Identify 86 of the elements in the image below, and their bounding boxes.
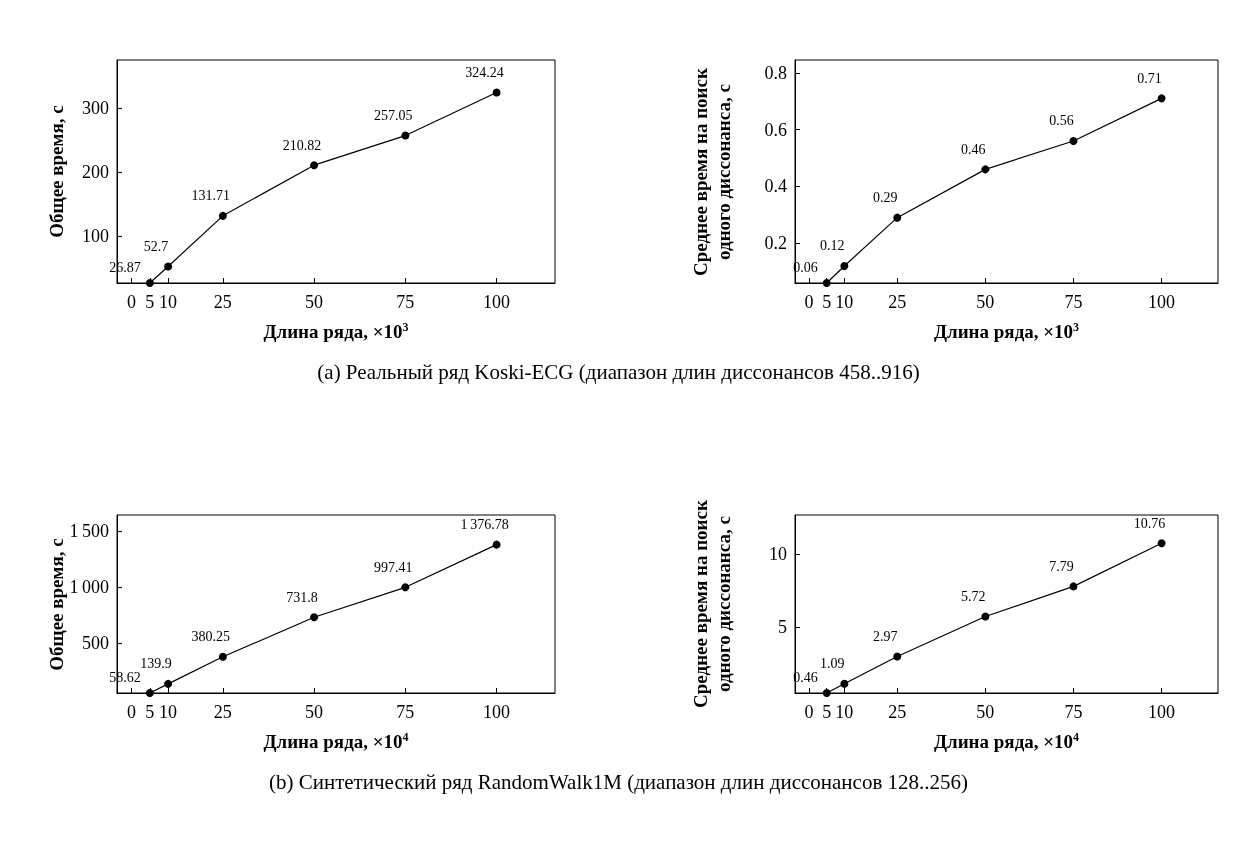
data-label: 131.71 [191, 188, 231, 204]
data-label: 0.46 [961, 141, 986, 157]
point [164, 679, 173, 688]
data-label: 52.7 [143, 238, 169, 254]
point [1157, 94, 1166, 103]
y-tick-label: 0.8 [764, 62, 787, 83]
point [492, 88, 501, 97]
data-label: 5.72 [961, 589, 986, 605]
y-axis-title: Общее время, с [44, 104, 67, 240]
data-label: 324.24 [465, 65, 504, 81]
x-tick-label: 100 [1148, 292, 1176, 312]
y-tick-label: 500 [82, 633, 109, 654]
x-tick-label: 10 [159, 292, 178, 312]
x-tick-label: 75 [1064, 702, 1083, 722]
x-tick-label: 75 [396, 292, 415, 312]
x-tick-label: 0 [127, 702, 137, 722]
text: (b) Синтетический ряд RandomWalk1M (диапазон длин диссонансов 128..256) [267, 770, 970, 795]
point [1069, 136, 1078, 145]
y-tick-label: 1 500 [69, 520, 109, 541]
x-tick-label: 0 [804, 702, 814, 722]
x-tick-label: 5 [822, 292, 832, 312]
data-label: 257.05 [374, 108, 413, 124]
data-label: 0.12 [820, 238, 845, 254]
data-label: 7.79 [1049, 558, 1074, 574]
point [981, 165, 990, 174]
y-tick-label: 5 [778, 616, 787, 637]
x-tick-label: 10 [835, 702, 854, 722]
y-tick-label: 200 [82, 162, 109, 183]
y-tick-label: 300 [82, 98, 109, 119]
x-tick-label: 75 [396, 702, 415, 722]
x-tick-label: 10 [835, 292, 854, 312]
point [840, 679, 849, 688]
x-tick-label: 5 [145, 292, 155, 312]
point [1069, 582, 1078, 591]
point [981, 612, 990, 621]
x-tick-label: 25 [888, 702, 907, 722]
point [310, 613, 319, 622]
data-label: 2.97 [872, 629, 898, 644]
data-label: 139.9 [140, 656, 172, 672]
y-tick-label: 1 000 [69, 577, 109, 598]
x-tick-label: 0 [804, 292, 814, 312]
y-axis-title: Среднее время на поиск одного диссонанса, с [689, 66, 735, 278]
point [218, 652, 227, 661]
data-label: 210.82 [282, 137, 322, 153]
data-label: 997.41 [374, 559, 413, 575]
x-tick-label: 100 [483, 702, 511, 722]
x-tick-label: 50 [305, 702, 324, 722]
data-label: 1 376.78 [460, 517, 509, 533]
y-axis-title: Среднее время на поиск одного диссонанса, с [689, 499, 735, 710]
text: (a) Реальный ряд Koski-ECG (диапазон длин диссонансов 458..916) [316, 360, 921, 385]
x-tick-label: 25 [213, 292, 232, 312]
point [840, 261, 849, 270]
y-tick-label: 10 [769, 544, 787, 565]
point [492, 540, 501, 549]
x-tick-label: 5 [145, 702, 155, 722]
point [310, 161, 319, 170]
y-axis-title: Общее время, с [44, 536, 67, 673]
data-label: 0.71 [1137, 70, 1162, 86]
x-tick-label: 50 [305, 292, 324, 312]
data-label: 10.76 [1133, 515, 1166, 531]
x-tick-label: 0 [127, 292, 137, 312]
x-tick-label: 75 [1064, 292, 1083, 312]
point [218, 211, 227, 220]
data-label: 0.56 [1049, 113, 1074, 129]
x-tick-label: 50 [976, 702, 995, 722]
point [401, 583, 410, 592]
point [1157, 539, 1166, 548]
data-label: 0.29 [872, 190, 898, 206]
point [164, 262, 173, 271]
data-label: 380.25 [191, 629, 231, 645]
x-tick-label: 100 [483, 292, 511, 312]
point [893, 652, 902, 661]
y-tick-label: 100 [82, 226, 109, 247]
x-tick-label: 25 [213, 702, 232, 722]
data-label: 1.09 [820, 656, 845, 672]
y-tick-label: 0.2 [764, 233, 787, 254]
data-label: 731.8 [286, 589, 318, 605]
x-tick-label: 100 [1148, 702, 1176, 722]
point [401, 131, 410, 140]
point [893, 213, 902, 222]
y-tick-label: 0.6 [764, 119, 787, 140]
x-tick-label: 5 [822, 702, 832, 722]
x-tick-label: 50 [976, 292, 995, 312]
x-tick-label: 10 [159, 702, 178, 722]
x-tick-label: 25 [888, 292, 907, 312]
y-tick-label: 0.4 [764, 176, 787, 197]
